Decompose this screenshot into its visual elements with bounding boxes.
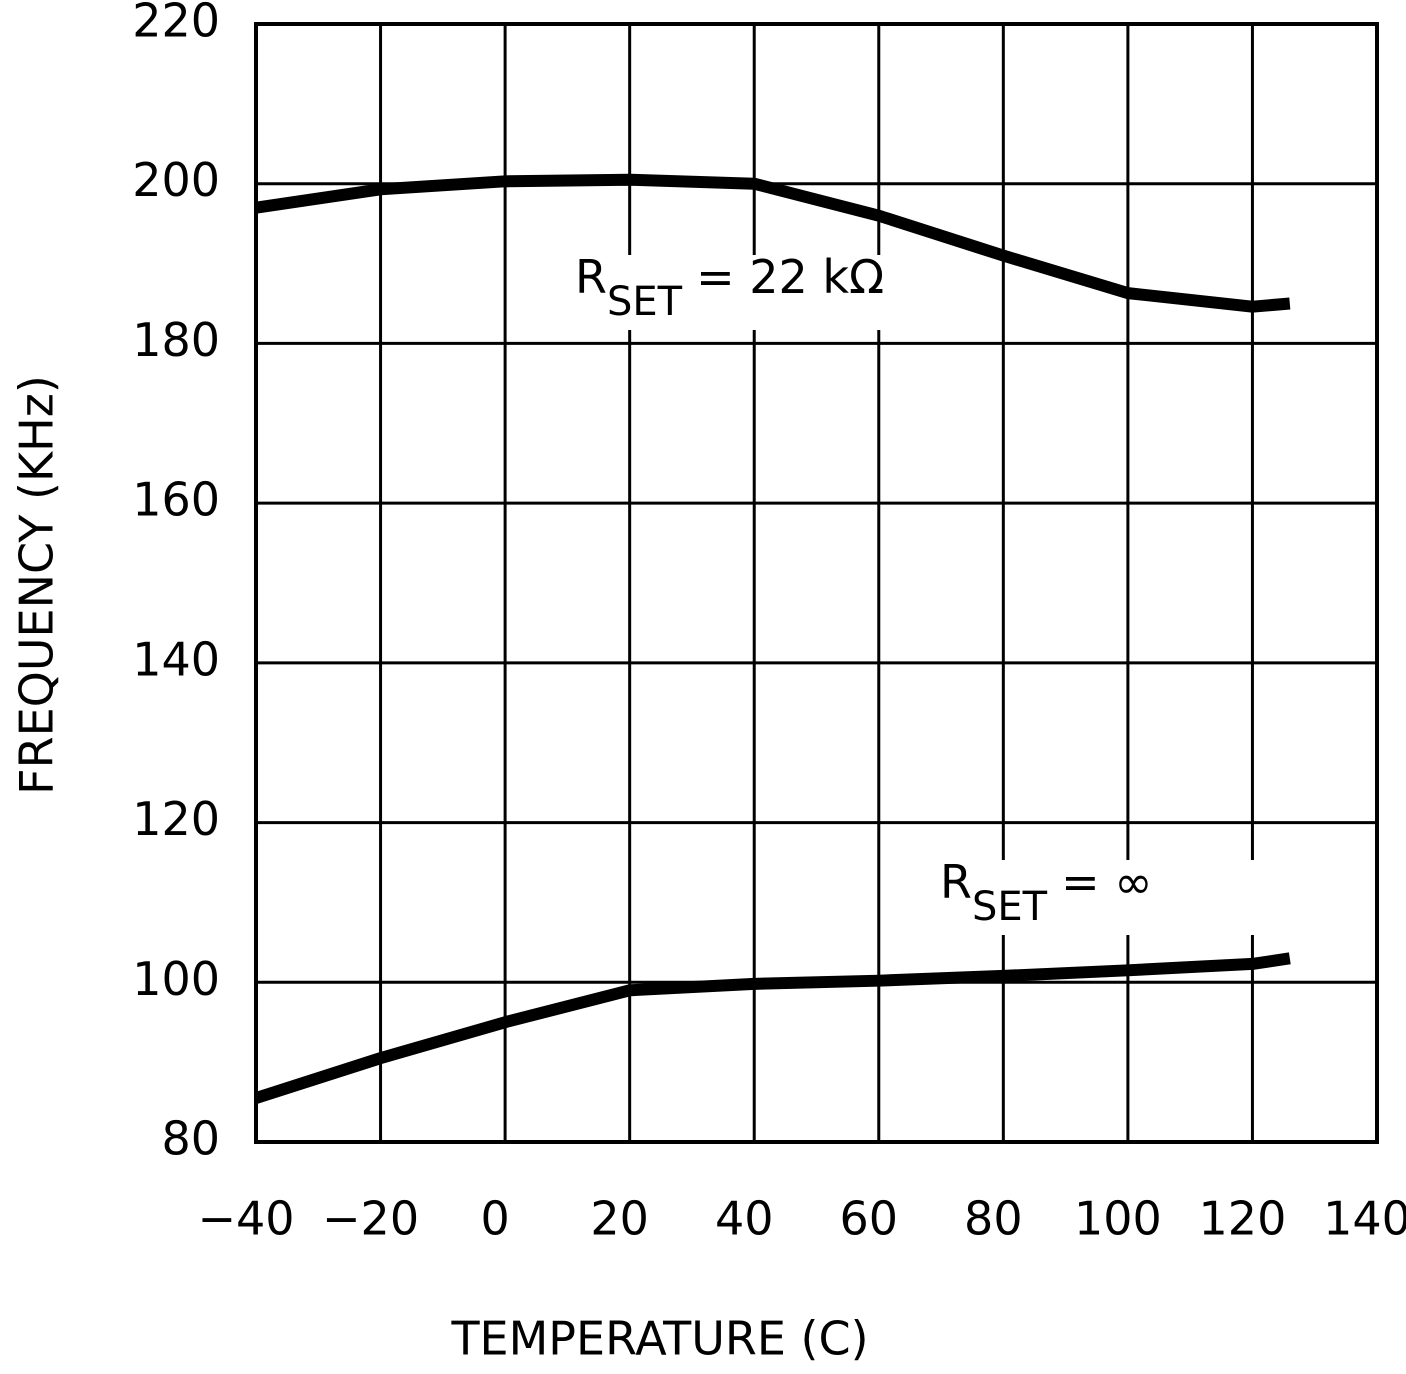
y-tick-label: 80	[161, 1112, 220, 1166]
y-tick-label: 120	[132, 792, 220, 846]
x-tick-label: 140	[1323, 1192, 1406, 1246]
x-tick-label: 100	[1074, 1192, 1162, 1246]
series-label: RSET = 22 kΩ	[575, 250, 884, 326]
x-tick-label: 40	[715, 1192, 774, 1246]
x-axis-label: TEMPERATURE (C)	[450, 1312, 868, 1366]
series-line	[254, 952, 1291, 1104]
series-label-main: R	[575, 250, 607, 304]
x-tick-label: 60	[840, 1192, 899, 1246]
label-background	[560, 255, 960, 330]
plot-frame	[254, 22, 1379, 1144]
x-tick-label: −20	[322, 1192, 419, 1246]
x-tick-label: 0	[480, 1192, 509, 1246]
label-background	[930, 860, 1320, 935]
y-tick-label: 220	[132, 0, 220, 48]
y-axis-label: FREQUENCY (KHz)	[10, 375, 64, 795]
y-tick-label: 140	[132, 632, 220, 686]
series-label-sub: SET	[607, 279, 683, 325]
x-tick-label: 80	[964, 1192, 1023, 1246]
series-line	[255, 173, 1291, 313]
y-tick-label: 200	[132, 153, 220, 207]
series-label-rest: = 22 kΩ	[696, 250, 884, 304]
series-label-sub: SET	[972, 884, 1048, 930]
y-tick-label: 160	[132, 473, 220, 527]
x-tick-label: −40	[197, 1192, 294, 1246]
x-tick-label: 20	[590, 1192, 649, 1246]
y-tick-label: 180	[132, 313, 220, 367]
series-label: RSET = ∞	[940, 855, 1153, 931]
y-tick-label: 100	[132, 952, 220, 1006]
series-label-rest: = ∞	[1061, 855, 1152, 909]
x-tick-label: 120	[1199, 1192, 1287, 1246]
series-label-main: R	[940, 855, 972, 909]
